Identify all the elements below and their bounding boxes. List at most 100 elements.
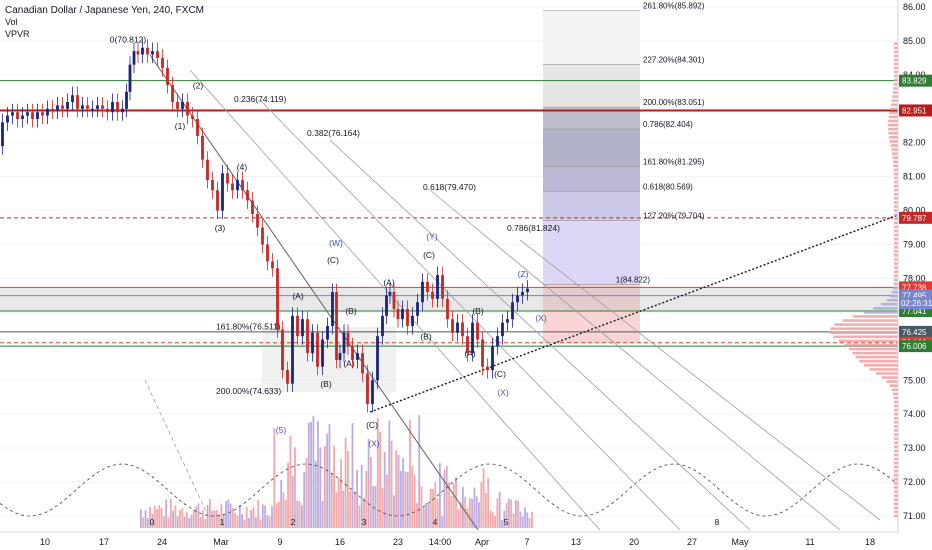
candle-body-32 — [151, 51, 154, 55]
fib-label-3: 0.786(82.404) — [643, 120, 693, 129]
fib-band-4 — [543, 166, 640, 192]
volume-bar — [528, 517, 531, 528]
volume-bar — [273, 427, 276, 528]
candle-body-65 — [316, 332, 319, 367]
vp-bar — [893, 87, 898, 90]
candle-body-76 — [366, 373, 369, 405]
candle-body-95 — [456, 322, 459, 333]
candle-body-26 — [125, 91, 128, 109]
candle-body-40 — [191, 115, 194, 119]
vp-bar — [894, 217, 898, 221]
price-axis[interactable] — [898, 0, 932, 532]
candle-body-23 — [111, 102, 114, 113]
candle-body-21 — [101, 105, 104, 109]
level-tag-4: 77.495 — [902, 292, 927, 301]
vp-bar — [889, 111, 898, 115]
wave-label-10: (B) — [320, 379, 332, 389]
volume-bar — [521, 516, 524, 528]
candle-body-37 — [176, 102, 179, 109]
vp-bar — [894, 241, 898, 245]
level-tag-bg-1 — [899, 104, 932, 117]
cycle-waves — [0, 463, 898, 517]
volume-bar — [459, 501, 462, 528]
vp-bar — [852, 351, 898, 355]
volume-bar — [202, 510, 204, 528]
volume-bar — [439, 463, 441, 528]
candle-body-59 — [286, 370, 289, 384]
candle-body-74 — [356, 353, 359, 360]
candle-body-14 — [66, 102, 69, 109]
vp-bar — [893, 213, 898, 216]
volume-bar — [356, 469, 358, 528]
cycle-label-1: 1 — [220, 517, 225, 527]
volume-bar — [448, 482, 450, 528]
vp-bar — [894, 433, 898, 436]
volume-bar — [441, 515, 444, 528]
volume-bar — [271, 506, 273, 528]
vp-bar — [894, 441, 898, 445]
candle-body-64 — [311, 332, 314, 354]
vp-bar — [893, 46, 898, 50]
candle-body-105 — [506, 319, 509, 323]
candle-body-24 — [116, 102, 119, 113]
wave-labels: 0(70.812) (2) (1) (4) (3) (W) (C) (A) (B) (A) (B) (… — [110, 35, 547, 449]
candle-body-102 — [491, 346, 494, 371]
vp-bar — [893, 180, 898, 184]
candle-body-34 — [161, 57, 164, 69]
vp-bar — [894, 490, 898, 493]
fib-labels: 261.80%(85.892) 227.20%(84.301) 200.00%(83… — [616, 2, 705, 285]
wave-label-11: (5) — [276, 425, 287, 435]
x-tick-14: 11 — [805, 537, 814, 547]
volume-bar — [475, 496, 478, 528]
volume-bar — [409, 420, 411, 528]
time-axis[interactable] — [0, 532, 932, 550]
candlesticks[interactable] — [1, 39, 529, 413]
volume-bar — [422, 507, 425, 528]
vp-bar — [893, 266, 898, 269]
vp-bar — [859, 359, 898, 363]
level-tag-5: 77.041 — [902, 307, 927, 316]
vp-bar — [894, 461, 898, 465]
level-tag-8: 76.006 — [902, 342, 927, 351]
candle-body-78 — [376, 336, 379, 381]
volume-bar — [443, 469, 446, 528]
x-tick-11: 20 — [629, 537, 639, 547]
vp-bar — [894, 473, 898, 477]
volume-bar — [275, 503, 278, 528]
volume-bar — [386, 474, 388, 528]
volume-bar — [268, 516, 271, 528]
vp-bar — [894, 486, 898, 489]
vp-bar — [830, 331, 898, 335]
volume-bar — [491, 512, 494, 528]
vp-bar — [833, 335, 898, 339]
candle-body-45 — [216, 190, 219, 211]
vp-bar — [891, 388, 898, 392]
volume-bar — [303, 472, 306, 528]
volume-bar — [146, 518, 149, 528]
volume-bar — [140, 509, 142, 528]
volume-bar — [287, 462, 289, 528]
candle-body-94 — [451, 319, 454, 333]
candle-body-12 — [56, 105, 59, 111]
x-tick-7: 14:00 — [429, 537, 452, 547]
volume-bar — [243, 519, 246, 528]
vp-bar — [894, 478, 898, 481]
candle-body-83 — [396, 309, 400, 320]
y-tick-1: 72.00 — [903, 477, 926, 487]
candle-body-2 — [6, 115, 9, 123]
channel-line-4 — [429, 189, 841, 531]
candle-body-51 — [246, 190, 249, 201]
x-tick-10: 13 — [571, 537, 581, 547]
volume-bar — [213, 510, 216, 528]
vp-bar — [893, 254, 898, 257]
candle-body-98 — [471, 322, 474, 354]
volume-bar — [169, 498, 172, 528]
wave-label-13: (X) — [368, 438, 380, 448]
fib-label-2: 200.00%(83.051) — [643, 98, 705, 107]
vp-bar — [894, 233, 898, 237]
volume-bar — [524, 507, 526, 528]
candle-body-81 — [388, 292, 392, 296]
volume-bar — [503, 510, 506, 528]
candle-body-6 — [26, 112, 29, 116]
